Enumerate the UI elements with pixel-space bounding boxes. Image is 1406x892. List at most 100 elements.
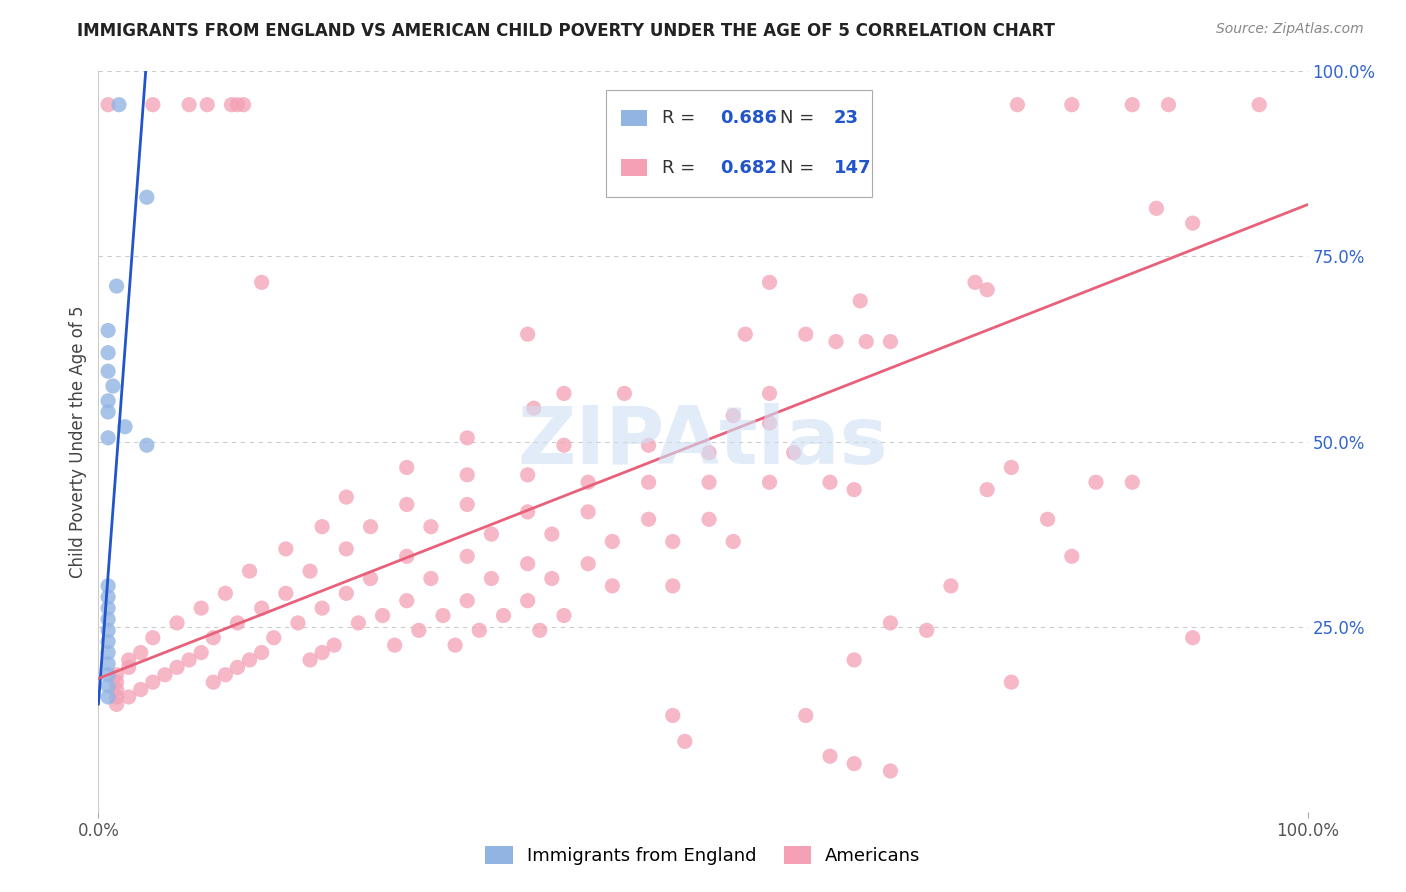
Text: 0.686: 0.686 (720, 109, 778, 127)
Text: N =: N = (780, 159, 820, 177)
Point (101, 379, 124, 393)
Point (371, 608, 394, 623)
Point (97, 97, 120, 112)
Point (444, 638, 467, 652)
Point (697, 512, 720, 526)
Point (129, 646, 152, 660)
Point (734, 327, 756, 342)
Point (1249, 97, 1271, 112)
Text: 147: 147 (834, 159, 872, 177)
Point (190, 601, 212, 615)
Text: R =: R = (662, 159, 700, 177)
Point (384, 638, 406, 652)
Point (274, 586, 297, 600)
Point (105, 279, 128, 293)
Point (97, 405, 120, 419)
Point (335, 490, 357, 504)
Text: R =: R = (662, 109, 700, 127)
Point (456, 549, 478, 564)
Point (818, 749, 841, 764)
Point (1157, 97, 1180, 112)
Point (825, 334, 848, 349)
Point (976, 483, 998, 497)
Point (818, 475, 841, 490)
Point (105, 675, 128, 690)
Point (135, 190, 157, 204)
Point (855, 334, 877, 349)
Text: Source: ZipAtlas.com: Source: ZipAtlas.com (1216, 22, 1364, 37)
Point (299, 653, 322, 667)
Text: 0.682: 0.682 (720, 159, 778, 177)
Point (723, 409, 745, 423)
Point (516, 593, 538, 607)
Point (299, 564, 322, 578)
Point (540, 572, 562, 586)
Point (179, 97, 201, 112)
Point (879, 764, 901, 778)
Point (939, 579, 962, 593)
Point (97, 646, 120, 660)
Point (97, 393, 120, 408)
Point (166, 615, 188, 630)
Point (97, 612, 120, 626)
Point (395, 498, 418, 512)
Point (108, 97, 131, 112)
Point (408, 624, 430, 638)
Point (263, 631, 285, 645)
Point (758, 386, 780, 401)
Point (395, 549, 418, 564)
Point (395, 460, 418, 475)
Point (697, 475, 720, 490)
Point (97, 601, 120, 615)
Point (1121, 97, 1143, 112)
Point (202, 631, 225, 645)
Point (97, 690, 120, 704)
Point (697, 445, 720, 459)
Point (226, 615, 249, 630)
Point (142, 97, 165, 112)
Point (1060, 549, 1083, 564)
FancyBboxPatch shape (621, 160, 647, 176)
Point (239, 564, 262, 578)
Point (274, 541, 297, 556)
Point (723, 534, 745, 549)
Point (114, 419, 136, 434)
Point (335, 586, 357, 600)
Point (976, 283, 998, 297)
Point (540, 527, 562, 541)
Point (179, 653, 201, 667)
Point (135, 438, 157, 452)
Point (97, 657, 120, 671)
Point (97, 579, 120, 593)
Point (214, 667, 236, 681)
Point (844, 483, 866, 497)
Point (360, 572, 382, 586)
Point (468, 624, 491, 638)
Point (529, 624, 551, 638)
Point (456, 431, 478, 445)
Point (323, 638, 346, 652)
FancyBboxPatch shape (606, 90, 872, 197)
Point (516, 557, 538, 571)
Point (637, 438, 659, 452)
Point (347, 615, 370, 630)
Point (1000, 460, 1022, 475)
Point (311, 519, 333, 533)
Point (673, 734, 696, 748)
Point (794, 327, 817, 342)
Point (97, 590, 120, 604)
Point (105, 682, 128, 697)
Point (661, 579, 683, 593)
Point (153, 667, 176, 681)
Point (190, 646, 212, 660)
Point (758, 276, 780, 290)
Point (1181, 216, 1204, 230)
Point (637, 512, 659, 526)
Point (492, 608, 515, 623)
Point (1146, 202, 1168, 216)
Legend: Immigrants from England, Americans: Immigrants from England, Americans (477, 837, 929, 874)
Point (1000, 675, 1022, 690)
Point (602, 579, 624, 593)
Point (758, 475, 780, 490)
Point (250, 276, 273, 290)
